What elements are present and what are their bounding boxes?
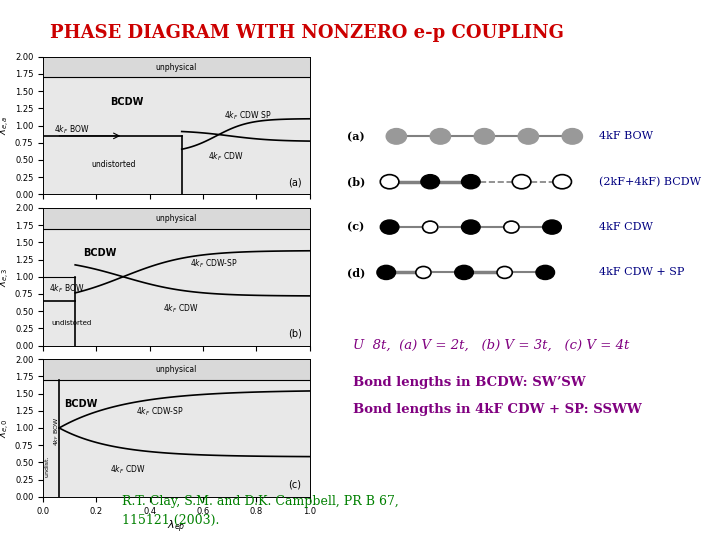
Text: Bond lengths in 4kF CDW + SP: SSWW: Bond lengths in 4kF CDW + SP: SSWW: [353, 403, 642, 416]
Text: $4k_F$ CDW-SP: $4k_F$ CDW-SP: [137, 405, 184, 417]
Ellipse shape: [543, 220, 562, 234]
Text: undistorted: undistorted: [51, 320, 91, 326]
Ellipse shape: [512, 174, 531, 189]
Text: 4kF CDW + SP: 4kF CDW + SP: [599, 267, 685, 278]
Ellipse shape: [497, 266, 512, 279]
Ellipse shape: [462, 220, 480, 234]
Ellipse shape: [377, 265, 395, 280]
Text: unphysical: unphysical: [156, 365, 197, 374]
Ellipse shape: [380, 220, 399, 234]
Ellipse shape: [386, 129, 407, 144]
Text: $4k_F$ CDW SP: $4k_F$ CDW SP: [225, 110, 271, 122]
X-axis label: $\lambda_{ep}$: $\lambda_{ep}$: [167, 518, 186, 535]
Text: R.T. Clay, S.M. and D.K. Campbell, PR B 67,: R.T. Clay, S.M. and D.K. Campbell, PR B …: [122, 495, 399, 508]
Ellipse shape: [455, 265, 473, 280]
Text: 4kF BOW: 4kF BOW: [599, 131, 654, 141]
Y-axis label: $\lambda_{e,0}$: $\lambda_{e,0}$: [0, 418, 12, 438]
Ellipse shape: [421, 174, 439, 189]
Text: $4k_F$ CDW: $4k_F$ CDW: [163, 302, 199, 315]
Text: Bond lengths in BCDW: SWʼSW: Bond lengths in BCDW: SWʼSW: [353, 376, 585, 389]
Ellipse shape: [504, 221, 519, 233]
Ellipse shape: [536, 265, 554, 280]
Text: (a): (a): [347, 131, 364, 142]
Text: $4k_F$ BOW: $4k_F$ BOW: [48, 283, 84, 295]
Bar: [43, 208, 310, 228]
Y-axis label: $\lambda_{e,a}$: $\lambda_{e,a}$: [0, 116, 12, 136]
Ellipse shape: [474, 129, 495, 144]
Text: BCDW: BCDW: [110, 97, 143, 107]
Text: (b): (b): [288, 329, 302, 339]
Text: $4k_F$ CDW-SP: $4k_F$ CDW-SP: [190, 258, 238, 270]
Text: undist.: undist.: [45, 456, 50, 477]
Text: $4k_F$ CDW: $4k_F$ CDW: [110, 464, 145, 476]
Text: (d): (d): [346, 267, 365, 278]
Ellipse shape: [518, 129, 539, 144]
Text: 115121 (2003).: 115121 (2003).: [122, 514, 220, 527]
Text: unphysical: unphysical: [156, 63, 197, 71]
Bar: [43, 359, 310, 380]
Ellipse shape: [462, 174, 480, 189]
Text: BCDW: BCDW: [65, 399, 98, 409]
Text: (b): (b): [346, 176, 365, 187]
Ellipse shape: [380, 174, 399, 189]
Bar: [43, 57, 310, 77]
Ellipse shape: [416, 266, 431, 279]
Ellipse shape: [562, 129, 582, 144]
Text: U  8t,  (a) V = 2t,   (b) V = 3t,   (c) V = 4t: U 8t, (a) V = 2t, (b) V = 3t, (c) V = 4t: [353, 338, 629, 352]
Ellipse shape: [553, 174, 572, 189]
Text: $4k_F$ BOW: $4k_F$ BOW: [54, 124, 89, 136]
Text: BCDW: BCDW: [84, 248, 117, 258]
Text: $4k_F$ CDW: $4k_F$ CDW: [208, 151, 244, 164]
Text: unphysical: unphysical: [156, 214, 197, 222]
Text: 4kF CDW: 4kF CDW: [599, 222, 653, 232]
Text: undistorted: undistorted: [91, 160, 135, 169]
Text: (c): (c): [347, 221, 364, 233]
Text: (2kF+4kF) BCDW: (2kF+4kF) BCDW: [599, 177, 701, 187]
Text: $4k_F$ BOW: $4k_F$ BOW: [53, 416, 61, 446]
Text: (c): (c): [289, 480, 302, 490]
Ellipse shape: [431, 129, 451, 144]
Ellipse shape: [423, 221, 438, 233]
Text: (a): (a): [288, 178, 302, 187]
Y-axis label: $\lambda_{e,3}$: $\lambda_{e,3}$: [0, 267, 12, 287]
Text: PHASE DIAGRAM WITH NONZERO e-p COUPLING: PHASE DIAGRAM WITH NONZERO e-p COUPLING: [50, 24, 564, 42]
